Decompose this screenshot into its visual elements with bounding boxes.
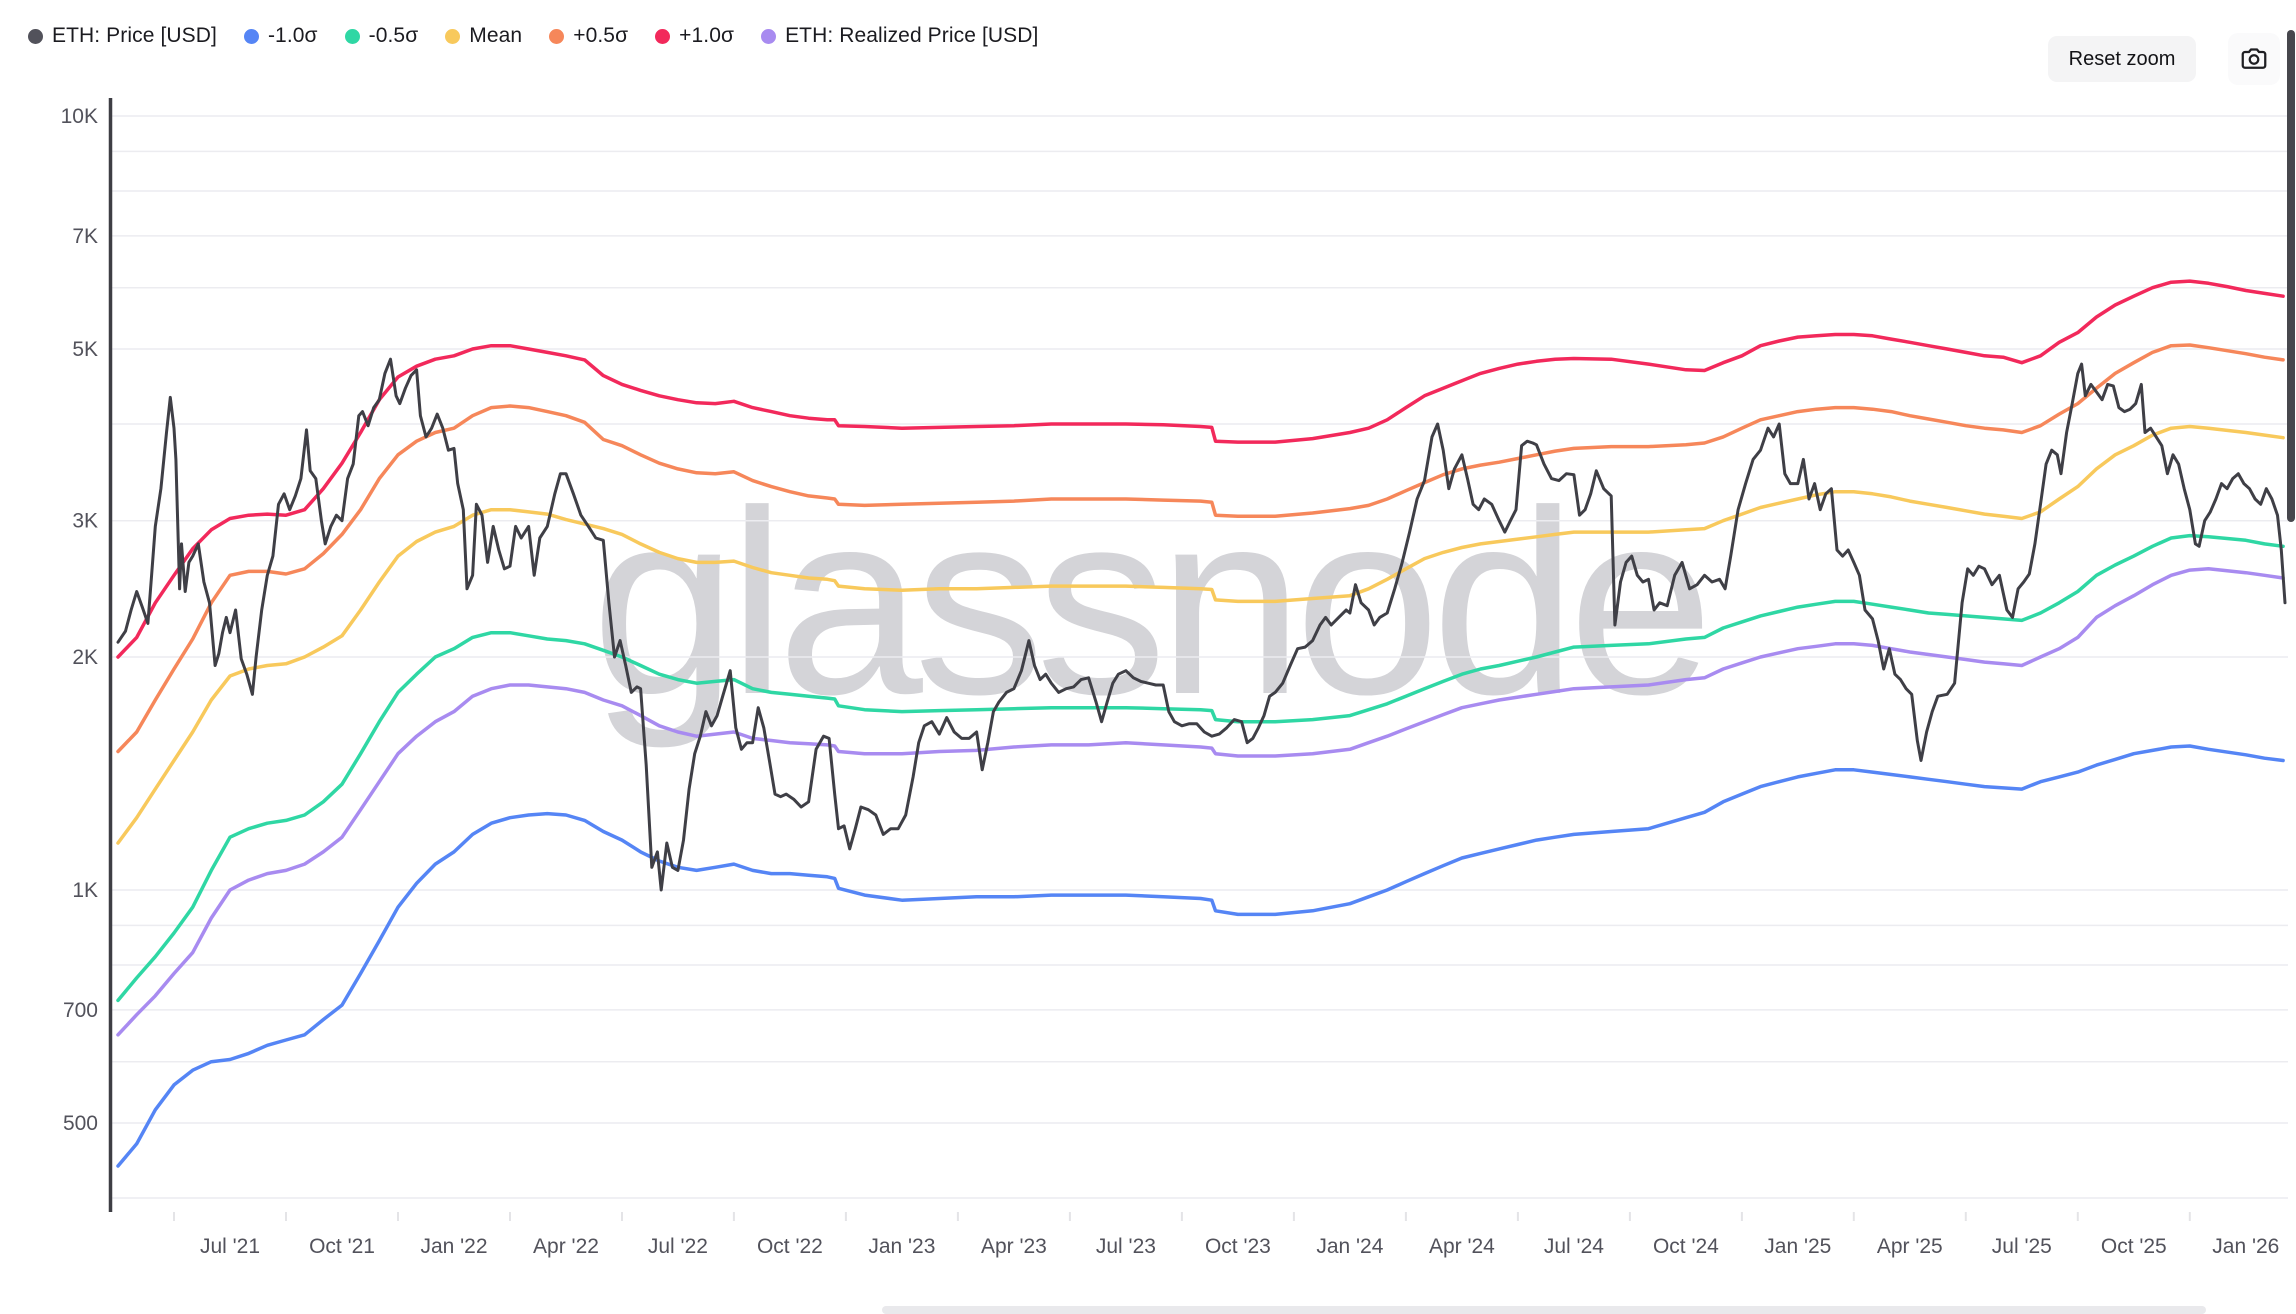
legend-item-3[interactable]: Mean [445, 24, 522, 48]
legend-marker-icon [344, 28, 360, 44]
x-axis-label: Jan '24 [1316, 1235, 1383, 1258]
x-axis-label: Oct '24 [1653, 1235, 1719, 1258]
x-axis-label: Oct '23 [1205, 1235, 1271, 1258]
legend-item-4[interactable]: +0.5σ [549, 24, 628, 48]
x-axis-label: Apr '24 [1429, 1235, 1495, 1258]
legend-marker-icon [761, 28, 777, 44]
x-axis-label: Apr '23 [981, 1235, 1047, 1258]
y-axis-label: 700 [63, 999, 98, 1022]
legend-item-label: -0.5σ [368, 24, 419, 47]
series-line-eth-price-usd- [116, 357, 2287, 892]
legend-item-label: ETH: Price [USD] [52, 24, 217, 47]
legend-marker-icon [28, 28, 43, 44]
legend-item-label: +1.0σ [679, 24, 735, 47]
legend-marker-icon [243, 28, 259, 44]
legend-marker-icon [549, 28, 565, 44]
reset-zoom-button[interactable]: Reset zoom [2048, 36, 2196, 82]
x-axis-label: Apr '25 [1877, 1235, 1943, 1258]
y-axis-label: 1K [72, 879, 98, 902]
series-line--0-5- [116, 343, 2285, 754]
series-line--1-0- [116, 744, 2285, 1168]
series-line-eth-realized-price-usd- [116, 567, 2285, 1037]
series-line--1-0- [116, 279, 2285, 659]
y-axis-label: 7K [72, 225, 98, 248]
legend-item-label: +0.5σ [573, 24, 629, 47]
x-axis-label: Oct '22 [757, 1235, 823, 1258]
x-axis-label: Jan '23 [868, 1235, 935, 1258]
x-axis-label: Jul '24 [1544, 1235, 1604, 1258]
legend-item-1[interactable]: -1.0σ [243, 24, 318, 48]
legend-item-2[interactable]: -0.5σ [344, 24, 419, 48]
y-axis-label: 2K [72, 646, 98, 669]
legend-item-0[interactable]: ETH: Price [USD] [28, 24, 217, 48]
series-line-mean [116, 424, 2285, 845]
legend-item-6[interactable]: ETH: Realized Price [USD] [761, 24, 1038, 48]
x-axis-label: Oct '21 [309, 1235, 375, 1258]
x-axis-label: Jul '22 [648, 1235, 708, 1258]
x-axis-label: Jan '22 [420, 1235, 487, 1258]
x-axis-label: Oct '25 [2101, 1235, 2167, 1258]
horizontal-scrollbar-track[interactable] [882, 1306, 2206, 1314]
vertical-scrollbar-thumb[interactable] [2287, 30, 2295, 522]
legend-item-label: ETH: Realized Price [USD] [785, 24, 1039, 47]
camera-icon [2239, 44, 2269, 74]
y-axis-label: 5K [72, 338, 98, 361]
x-axis-label: Jan '25 [1764, 1235, 1831, 1258]
glassnode-watermark: glassnode [591, 456, 1713, 749]
legend-item-label: Mean [469, 24, 523, 47]
y-axis-label: 500 [63, 1112, 98, 1135]
y-axis-label: 10K [61, 105, 98, 128]
legend-item-label: -1.0σ [267, 24, 318, 47]
legend-marker-icon [655, 28, 671, 44]
y-axis-label: 3K [72, 510, 98, 533]
chart-legend: ETH: Price [USD] -1.0σ -0.5σ Mean +0.5σ +1.0σ… [28, 24, 1038, 48]
legend-marker-icon [445, 28, 461, 44]
x-axis-label: Jul '21 [200, 1235, 260, 1258]
series-line--0-5- [116, 533, 2285, 1003]
camera-button[interactable] [2228, 33, 2280, 85]
x-axis-label: Jan '26 [2212, 1235, 2279, 1258]
x-axis-label: Apr '22 [533, 1235, 599, 1258]
x-axis-label: Jul '25 [1992, 1235, 2052, 1258]
legend-item-5[interactable]: +1.0σ [655, 24, 734, 48]
x-axis-label: Jul '23 [1096, 1235, 1156, 1258]
